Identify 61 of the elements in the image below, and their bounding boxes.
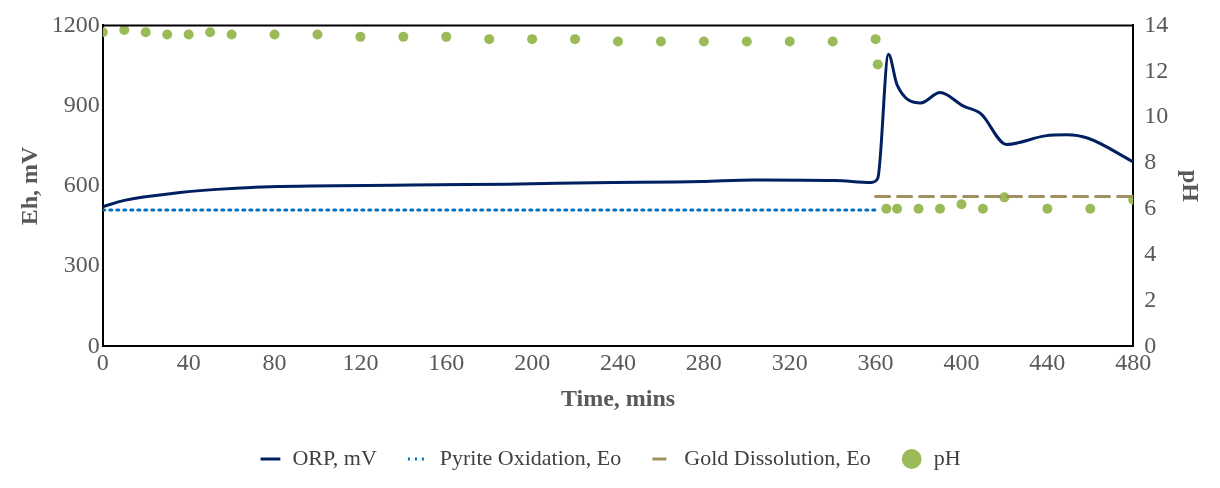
x-tick-label: 160 xyxy=(428,349,465,376)
point xyxy=(484,34,495,45)
y-tick-label: 600 xyxy=(63,171,100,198)
point xyxy=(183,29,194,40)
line-series xyxy=(102,52,1134,209)
point xyxy=(441,31,452,42)
point xyxy=(827,36,838,47)
point xyxy=(162,29,173,40)
y2-tick-label: 6 xyxy=(1144,194,1157,221)
point xyxy=(226,29,237,40)
point xyxy=(205,27,216,38)
legend-label: ORP, mV xyxy=(292,444,377,470)
y-tick-label: 1200 xyxy=(51,10,100,37)
x-tick-label: 80 xyxy=(262,349,287,376)
point xyxy=(1042,203,1053,214)
x-tick-label: 320 xyxy=(771,349,808,376)
y-tick-label: 300 xyxy=(63,251,100,278)
y-tick-label: 900 xyxy=(63,90,100,117)
x-tick-label: 120 xyxy=(342,349,379,376)
x-tick-label: 240 xyxy=(600,349,636,376)
y2-axis-title: pH xyxy=(1178,169,1205,203)
x-axis-title: Time, mins xyxy=(560,384,676,411)
point xyxy=(570,34,581,45)
point xyxy=(935,203,945,214)
x-tick-label: 440 xyxy=(1029,349,1066,376)
point xyxy=(1085,203,1096,214)
y2-tick-label: 2 xyxy=(1144,285,1157,312)
y2-tick-label: 12 xyxy=(1144,56,1169,83)
y2-tick-label: 14 xyxy=(1144,10,1169,37)
x-tick-label: 40 xyxy=(176,349,201,376)
point xyxy=(527,34,538,45)
y-tick-label: 0 xyxy=(87,331,100,358)
point xyxy=(269,29,280,40)
point xyxy=(784,36,795,47)
y2-tick-label: 4 xyxy=(1144,239,1157,266)
point xyxy=(956,199,967,210)
x-tick-label: 280 xyxy=(685,349,722,376)
y2-tick-label: 8 xyxy=(1144,148,1157,175)
point xyxy=(119,25,130,35)
point xyxy=(872,59,883,70)
point xyxy=(913,203,924,214)
legend-label: Pyrite Oxidation, Eo xyxy=(439,444,622,470)
point xyxy=(398,31,409,42)
x-tick-label: 360 xyxy=(857,349,894,376)
point xyxy=(870,34,881,45)
point xyxy=(741,36,752,47)
legend-label: Gold Dissolution, Eo xyxy=(684,444,871,470)
point xyxy=(892,203,903,214)
y2-tick-label: 10 xyxy=(1144,102,1169,129)
point xyxy=(698,36,709,47)
point xyxy=(140,27,151,38)
point xyxy=(355,31,366,42)
legend-label: pH xyxy=(933,444,961,470)
point xyxy=(881,203,892,214)
x-tick-label: 200 xyxy=(514,349,551,376)
point xyxy=(977,203,988,214)
point xyxy=(655,36,666,47)
point xyxy=(613,36,623,47)
y-axis-title: Eh, mV xyxy=(15,145,42,226)
x-tick-label: 400 xyxy=(943,349,980,376)
point xyxy=(312,29,323,40)
